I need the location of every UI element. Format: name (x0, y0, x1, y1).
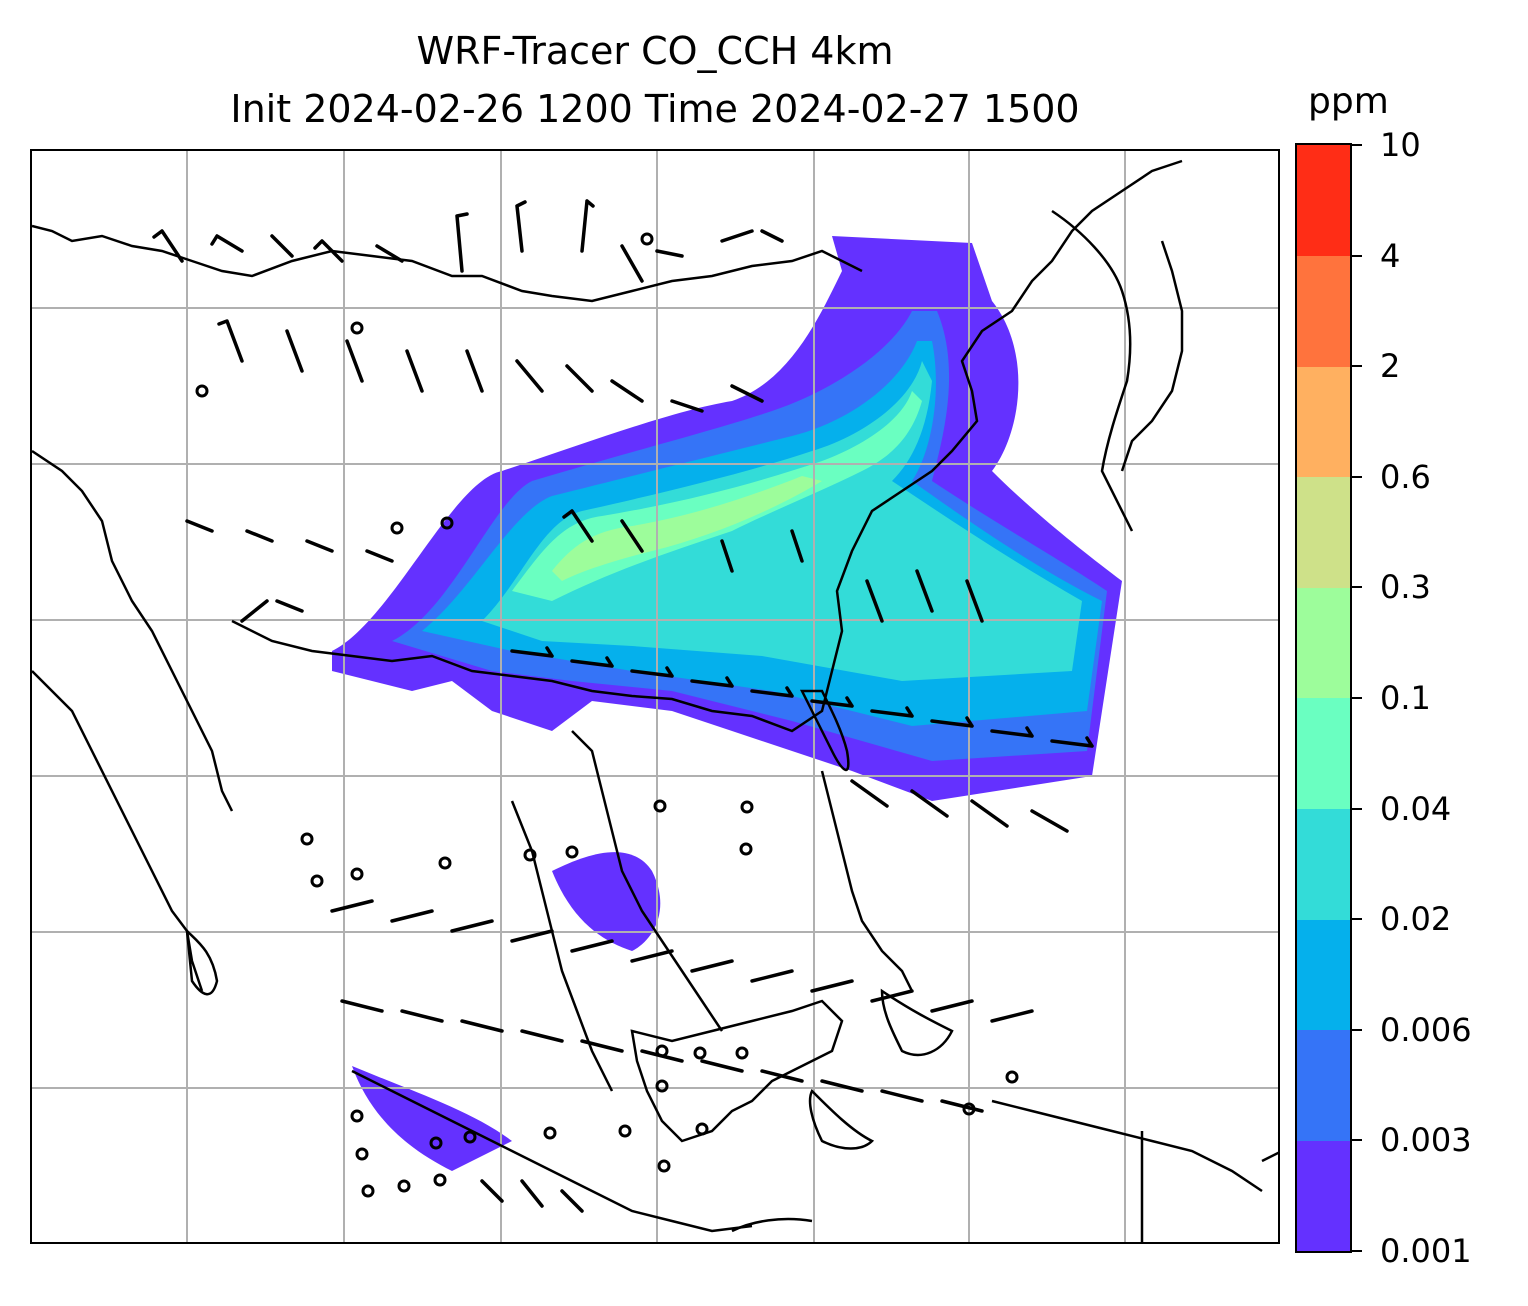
colorbar-tick (1352, 365, 1362, 368)
colorbar-segment (1297, 587, 1350, 699)
colorbar-segment (1297, 145, 1350, 256)
colorbar-segment (1297, 698, 1350, 809)
colorbar-tick-label: 0.003 (1380, 1121, 1472, 1160)
map-gridlines (32, 151, 1278, 1242)
colorbar-segment (1297, 476, 1350, 588)
colorbar-tick (1352, 1250, 1362, 1252)
colorbar-tick-label: 0.02 (1380, 900, 1452, 939)
colorbar-segment (1297, 808, 1350, 920)
colorbar-tick-label: 0.1 (1380, 679, 1431, 717)
co-tracer-plume (332, 236, 1122, 1171)
colorbar-tick-label: 0.006 (1380, 1010, 1472, 1049)
colorbar-segment (1297, 1140, 1350, 1252)
colorbar-tick (1352, 144, 1362, 146)
colorbar-tick (1352, 918, 1362, 921)
colorbar-tick (1352, 1139, 1362, 1142)
colorbar-tick (1352, 697, 1362, 699)
map-panel[interactable] (30, 149, 1280, 1244)
colorbar-segment (1297, 1029, 1350, 1141)
colorbar-segment (1297, 919, 1350, 1031)
colorbar-tick (1352, 475, 1362, 478)
colorbar-unit-label: ppm (1308, 81, 1389, 122)
colorbar-tick-label: 0.001 (1380, 1232, 1472, 1270)
colorbar-tick (1352, 254, 1362, 257)
colorbar-tick (1352, 1028, 1362, 1031)
colorbar-tick (1352, 586, 1362, 589)
plume-level-0.02 (482, 361, 1082, 681)
plume-south-arm (552, 852, 661, 951)
chart-title-line-1: WRF-Tracer CO_CCH 4km (416, 29, 894, 73)
calm-wind-circles (195, 232, 1019, 1198)
colorbar-tick-label: 2 (1380, 347, 1401, 386)
colorbar (1295, 143, 1352, 1253)
chart-title-line-2: Init 2024-02-26 1200 Time 2024-02-27 150… (230, 87, 1080, 131)
map-canvas (32, 151, 1278, 1242)
colorbar-tick-label: 0.04 (1380, 789, 1452, 828)
colorbar-tick-label: 4 (1380, 236, 1401, 275)
colorbar-tick-label: 0.3 (1380, 568, 1431, 607)
colorbar-tick (1352, 807, 1362, 810)
plume-level-0.1 (552, 476, 822, 581)
colorbar-tick-label: 0.6 (1380, 457, 1431, 496)
colorbar-segment (1297, 255, 1350, 367)
colorbar-segment (1297, 366, 1350, 478)
colorbar-tick-label: 10 (1380, 126, 1421, 164)
